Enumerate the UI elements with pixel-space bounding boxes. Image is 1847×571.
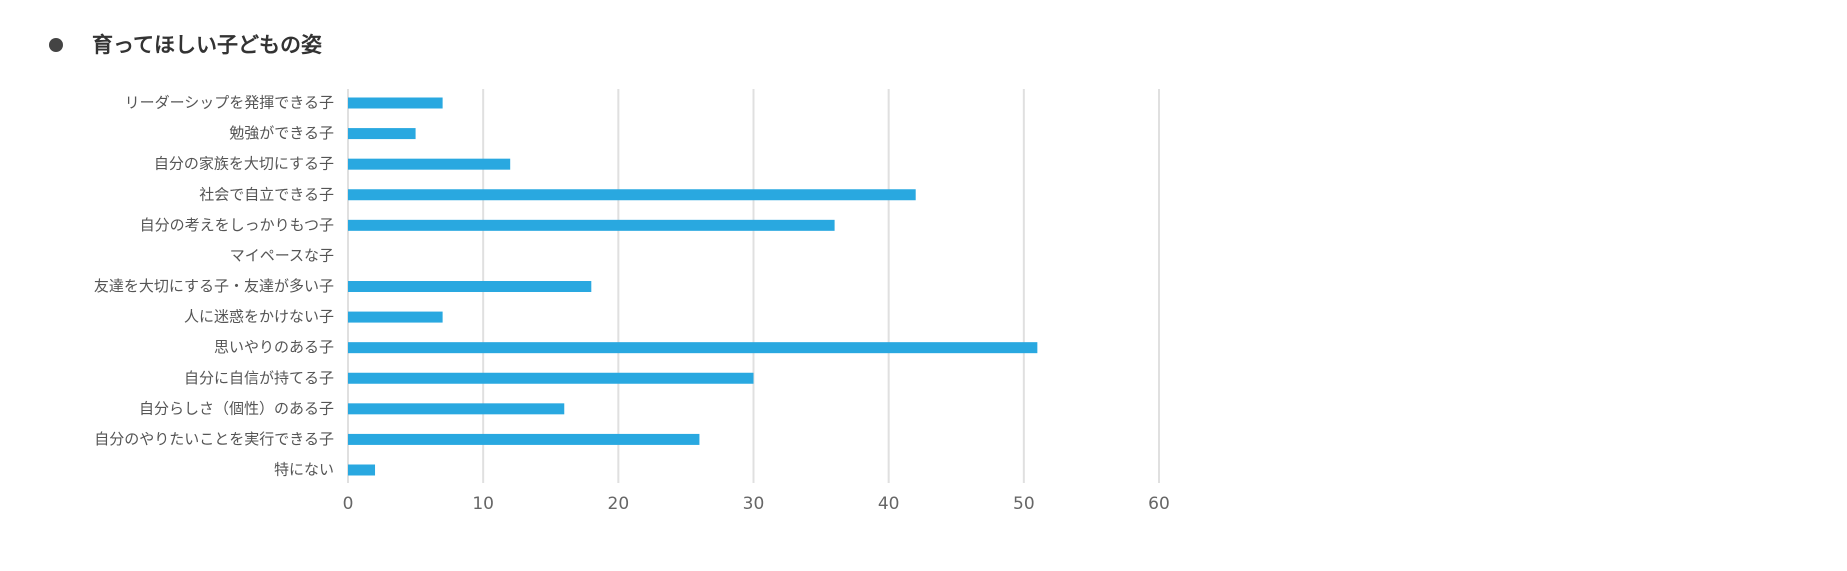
bar — [348, 158, 511, 170]
bar — [348, 403, 565, 415]
y-tick-label: 特にない — [274, 461, 334, 479]
y-tick-label: 友達を大切にする子・友達が多い子 — [94, 277, 334, 295]
bar — [348, 189, 916, 201]
x-tick-label: 50 — [1013, 494, 1035, 514]
y-tick-label: 思いやりのある子 — [214, 338, 334, 356]
bar — [348, 128, 416, 140]
x-tick-label: 40 — [878, 494, 900, 514]
y-tick-label: 自分の考えをしっかりもつ子 — [140, 216, 334, 234]
x-tick-label: 20 — [608, 494, 630, 514]
y-tick-label: 人に迷惑をかけない子 — [184, 308, 334, 326]
y-tick-label: 自分に自信が持てる子 — [184, 369, 334, 387]
bar — [348, 219, 835, 231]
chart-title: 育ってほしい子どもの姿 — [92, 33, 322, 57]
bar — [348, 433, 700, 445]
x-tick-label: 10 — [472, 494, 494, 514]
x-tick-label: 30 — [743, 494, 765, 514]
x-tick-label: 0 — [343, 494, 354, 514]
title-bullet — [49, 38, 63, 52]
y-tick-label: マイペースな子 — [230, 246, 334, 264]
y-tick-label: リーダーシップを発揮できる子 — [125, 94, 334, 112]
y-tick-label: 自分らしさ（個性）のある子 — [139, 399, 334, 417]
x-tick-label: 60 — [1148, 494, 1170, 514]
y-tick-label: 社会で自立できる子 — [199, 185, 334, 203]
bar — [348, 311, 443, 323]
y-tick-label: 勉強ができる子 — [229, 124, 334, 142]
bar — [348, 464, 376, 476]
bar — [348, 97, 443, 109]
bar — [348, 281, 592, 292]
bar — [348, 372, 754, 384]
y-tick-label: 自分のやりたいことを実行できる子 — [94, 430, 334, 448]
y-tick-label: 自分の家族を大切にする子 — [154, 155, 334, 173]
bar — [348, 342, 1038, 354]
